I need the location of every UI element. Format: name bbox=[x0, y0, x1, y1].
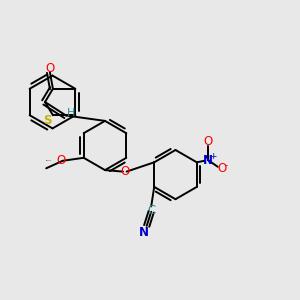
Text: O: O bbox=[120, 165, 129, 178]
Text: H: H bbox=[67, 108, 75, 118]
Text: S: S bbox=[43, 114, 52, 127]
Text: -: - bbox=[224, 161, 227, 170]
Text: methoxy: methoxy bbox=[46, 160, 52, 161]
Text: O: O bbox=[45, 61, 55, 75]
Text: C: C bbox=[147, 203, 155, 217]
Text: O: O bbox=[57, 154, 66, 167]
Text: O: O bbox=[204, 135, 213, 148]
Text: N: N bbox=[139, 226, 149, 239]
Text: O: O bbox=[217, 162, 226, 175]
Text: N: N bbox=[203, 154, 213, 167]
Text: +: + bbox=[209, 152, 216, 161]
